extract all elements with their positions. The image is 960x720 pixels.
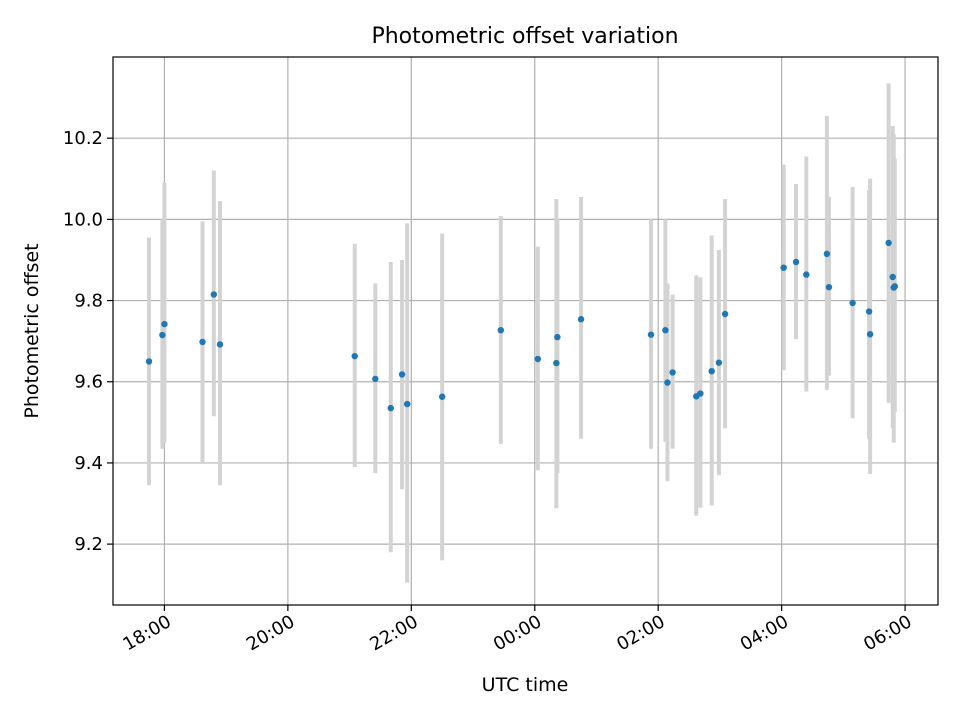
data-point bbox=[161, 320, 168, 328]
data-point bbox=[534, 355, 542, 363]
data-point bbox=[372, 375, 379, 383]
data-point bbox=[216, 341, 224, 348]
data-point bbox=[825, 283, 833, 291]
data-point bbox=[438, 393, 446, 400]
data-point bbox=[669, 369, 676, 376]
y-tick-label: 9.4 bbox=[74, 453, 103, 474]
data-point bbox=[792, 258, 800, 266]
data-point bbox=[715, 359, 723, 366]
chart-title: Photometric offset variation bbox=[371, 24, 678, 49]
data-point bbox=[866, 331, 874, 338]
data-point bbox=[865, 308, 873, 315]
data-point bbox=[823, 250, 831, 258]
data-point bbox=[849, 299, 856, 307]
data-point bbox=[647, 331, 655, 338]
x-axis-label: UTC time bbox=[482, 674, 569, 696]
data-point bbox=[387, 404, 394, 412]
data-point bbox=[664, 379, 671, 386]
data-points-layer bbox=[145, 239, 898, 412]
data-point bbox=[885, 239, 892, 247]
data-point bbox=[404, 400, 411, 408]
y-tick-label: 10.0 bbox=[63, 209, 103, 230]
y-tick-label: 9.6 bbox=[74, 372, 103, 393]
data-point bbox=[159, 331, 166, 339]
data-point bbox=[210, 291, 218, 298]
data-point bbox=[708, 367, 715, 375]
plot-frame bbox=[112, 56, 939, 606]
data-point bbox=[889, 273, 896, 281]
data-point bbox=[721, 310, 729, 318]
data-point bbox=[553, 359, 560, 367]
data-point bbox=[398, 371, 406, 378]
data-point bbox=[199, 338, 206, 346]
y-tick-label: 9.2 bbox=[74, 534, 103, 555]
data-point bbox=[803, 271, 810, 278]
data-point bbox=[145, 358, 153, 365]
y-tick-label: 9.8 bbox=[74, 291, 103, 312]
data-point bbox=[554, 333, 561, 341]
data-point bbox=[891, 283, 898, 290]
y-axis-label: Photometric offset bbox=[21, 243, 43, 418]
grid-layer bbox=[113, 57, 938, 605]
y-tick-label: 10.2 bbox=[63, 128, 103, 149]
data-point bbox=[497, 326, 505, 334]
data-point bbox=[697, 390, 704, 397]
data-point bbox=[662, 326, 669, 334]
data-point bbox=[577, 316, 585, 323]
data-point bbox=[351, 352, 358, 360]
data-point bbox=[780, 264, 787, 271]
